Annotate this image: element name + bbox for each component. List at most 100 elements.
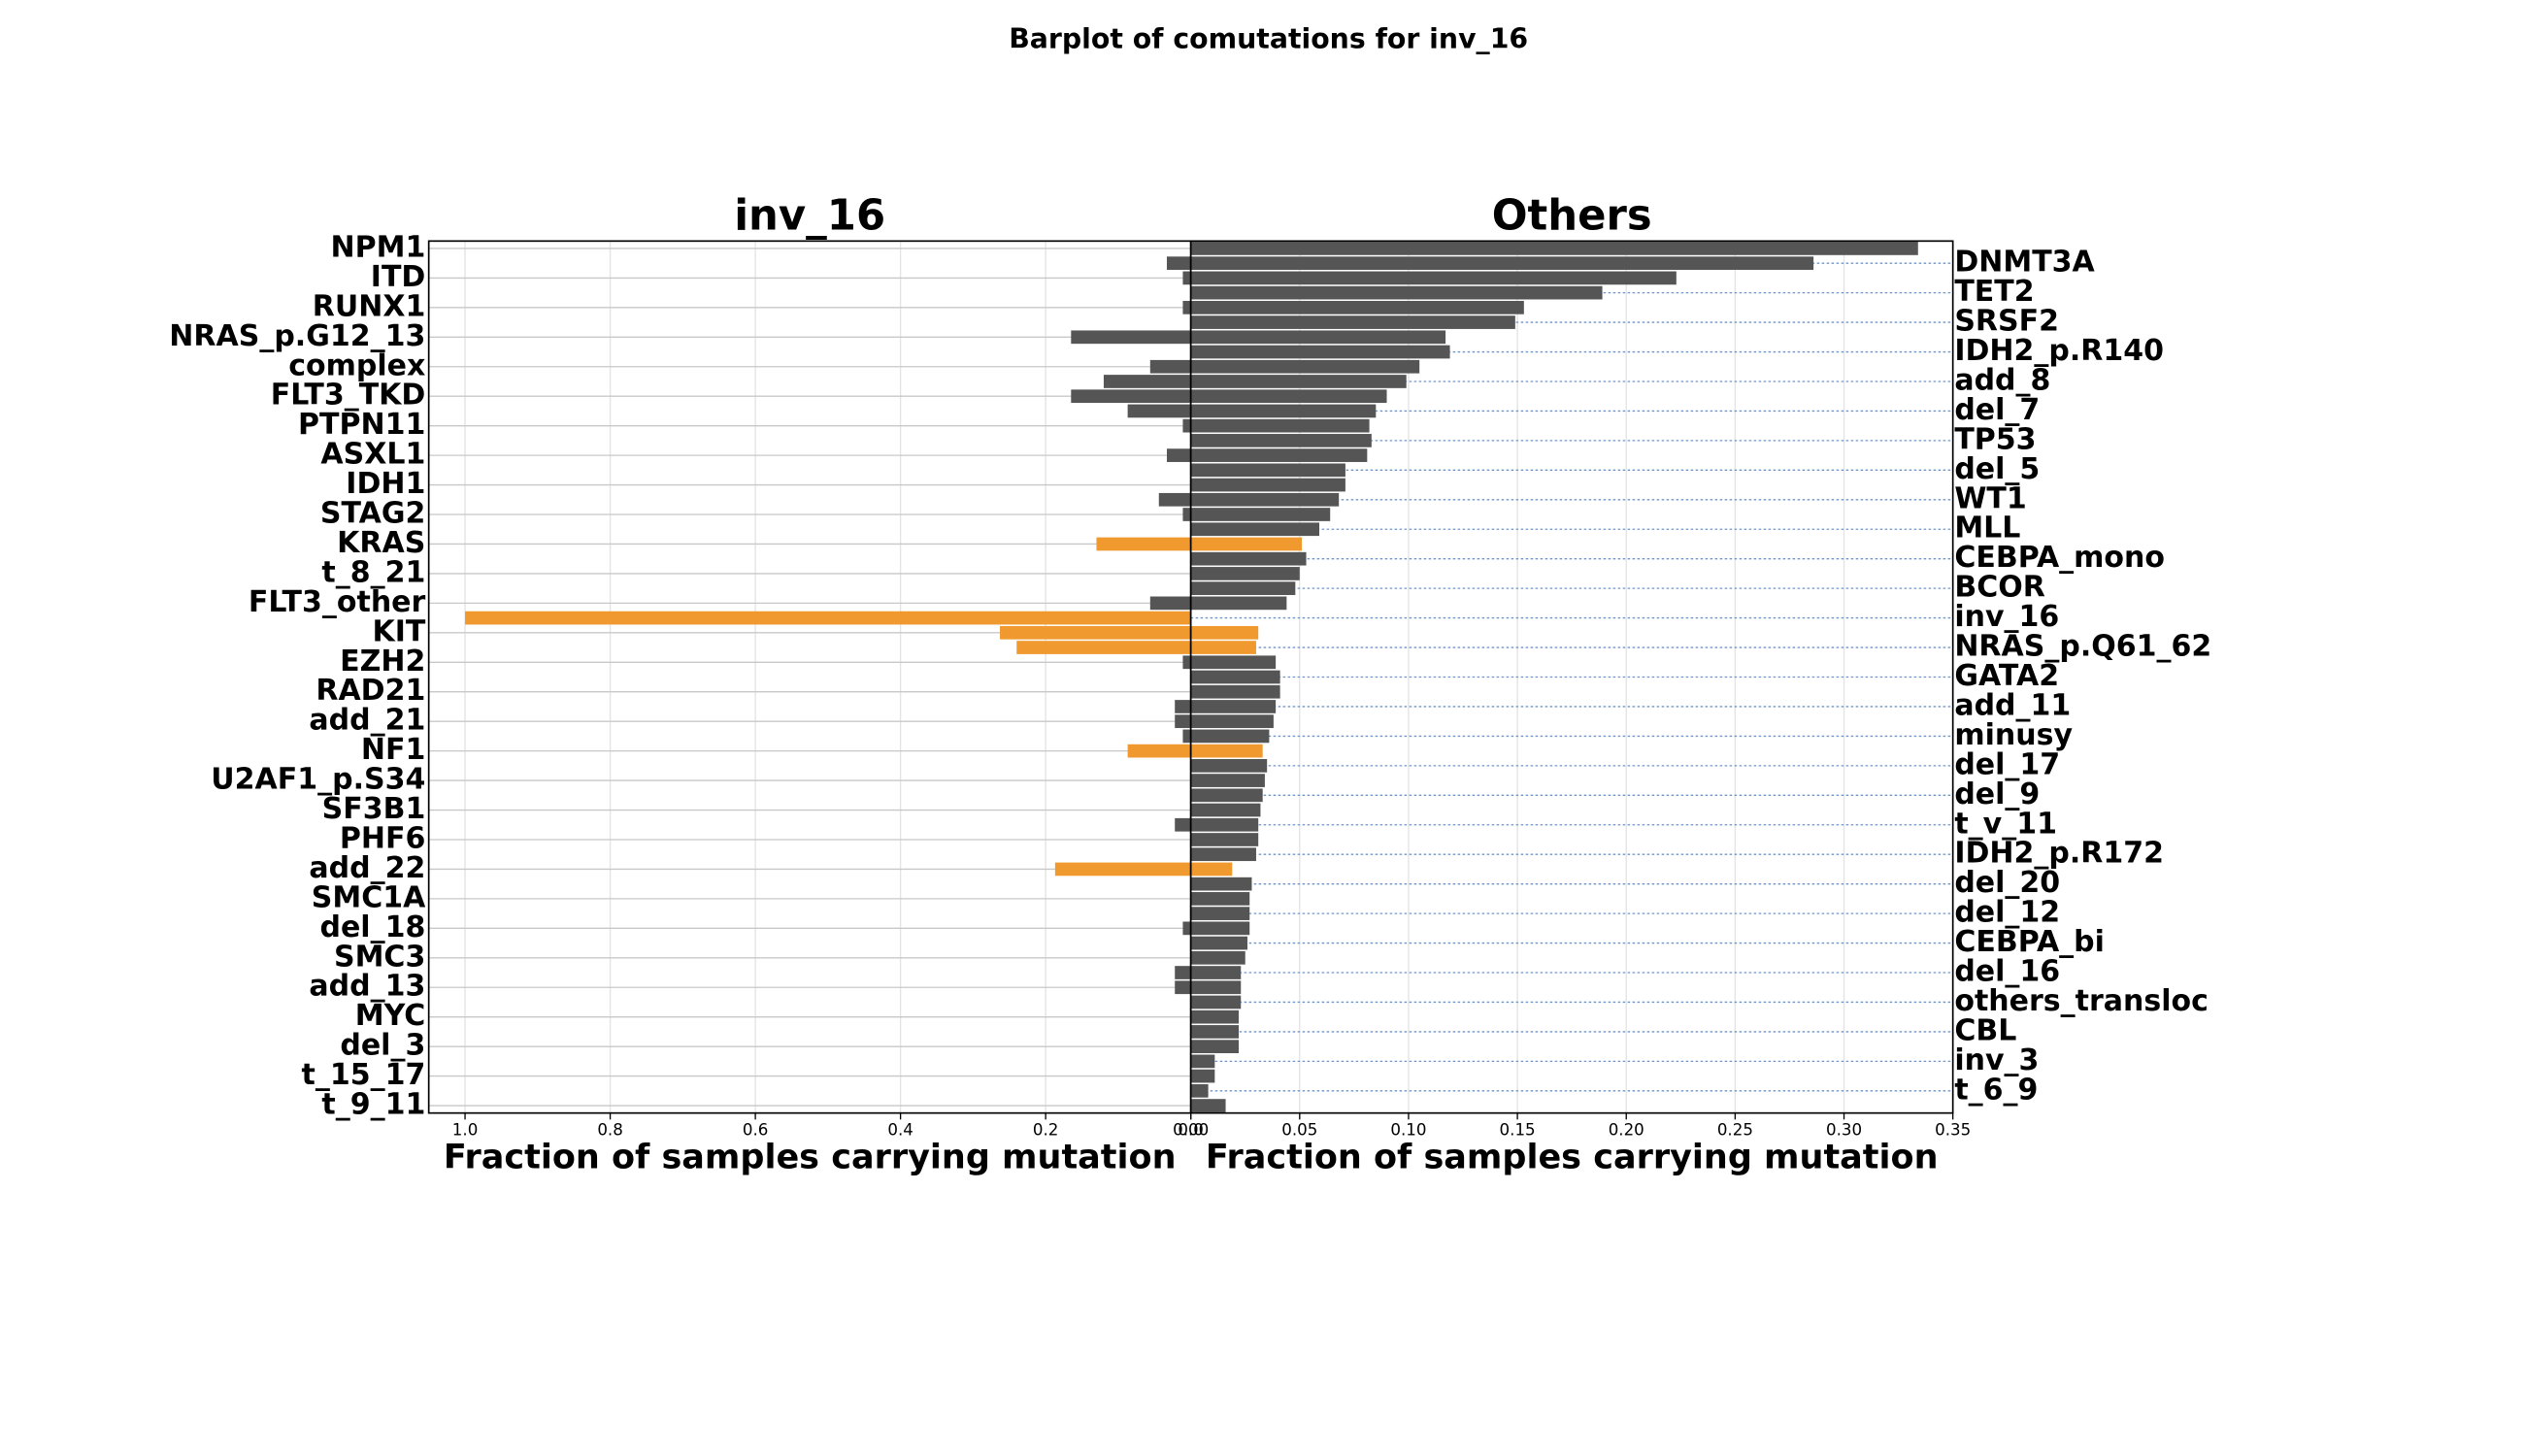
category-label: MYC bbox=[355, 999, 426, 1033]
category-label: add_22 bbox=[309, 851, 425, 885]
category-label: CBL bbox=[1954, 1013, 2016, 1047]
category-label: NRAS_p.G12_13 bbox=[169, 319, 425, 353]
category-label: del_20 bbox=[1954, 866, 2060, 900]
bar bbox=[1190, 995, 1242, 1009]
category-label: del_18 bbox=[319, 910, 425, 944]
bar bbox=[1190, 478, 1345, 492]
x-axis-label: Fraction of samples carrying mutation bbox=[1206, 1138, 1939, 1176]
category-label: GATA2 bbox=[1954, 659, 2059, 693]
bar bbox=[1190, 551, 1307, 566]
bar bbox=[1158, 492, 1191, 507]
bar bbox=[1190, 847, 1256, 862]
bar bbox=[1190, 256, 1814, 271]
bar bbox=[1190, 729, 1270, 744]
bar bbox=[1190, 300, 1524, 314]
bar bbox=[1182, 271, 1191, 285]
bar bbox=[1149, 359, 1191, 374]
x-axis-label: Fraction of samples carrying mutation bbox=[444, 1138, 1177, 1176]
bar bbox=[1182, 655, 1191, 670]
category-label: del_9 bbox=[1954, 778, 2040, 811]
axes-frame bbox=[1189, 240, 1954, 1114]
category-label: SRSF2 bbox=[1954, 305, 2059, 339]
category-label: NPM1 bbox=[331, 230, 426, 264]
category-label: TET2 bbox=[1954, 275, 2034, 309]
category-label: CEBPA_mono bbox=[1954, 541, 2165, 575]
bar bbox=[1016, 641, 1191, 654]
bar bbox=[1175, 700, 1191, 713]
category-label: SMC1A bbox=[312, 880, 426, 914]
category-label: del_12 bbox=[1954, 896, 2060, 930]
category-label: t_v_11 bbox=[1954, 807, 2057, 841]
bar bbox=[1190, 1054, 1215, 1069]
bar bbox=[1166, 256, 1191, 271]
category-label: CEBPA_bi bbox=[1954, 925, 2105, 959]
category-label: add_8 bbox=[1954, 363, 2050, 397]
category-label: NRAS_p.Q61_62 bbox=[1954, 630, 2211, 664]
category-label: IDH2_p.R172 bbox=[1954, 837, 2164, 871]
category-label: others_transloc bbox=[1954, 984, 2208, 1018]
bar bbox=[1190, 980, 1242, 995]
bar bbox=[1190, 862, 1233, 877]
bar bbox=[1190, 434, 1372, 447]
bar bbox=[1103, 375, 1191, 388]
bar bbox=[1175, 817, 1191, 832]
bar bbox=[1190, 271, 1677, 285]
category-label: del_7 bbox=[1954, 393, 2040, 427]
bar bbox=[1190, 315, 1515, 329]
x-tick-label: 0.30 bbox=[1826, 1121, 1862, 1140]
category-label: STAG2 bbox=[320, 497, 425, 531]
x-tick-label: 0.6 bbox=[743, 1121, 769, 1140]
category-label: complex bbox=[288, 348, 425, 382]
bar bbox=[1190, 1083, 1209, 1098]
bar bbox=[1071, 330, 1191, 345]
category-label: RAD21 bbox=[316, 674, 425, 708]
bar bbox=[1127, 744, 1191, 758]
chart-title: Barplot of comutations for inv_16 bbox=[1009, 23, 1528, 55]
x-tick-label: 0.0 bbox=[1178, 1121, 1204, 1140]
x-tick-label: 0.15 bbox=[1500, 1121, 1536, 1140]
category-label: t_15_17 bbox=[301, 1058, 425, 1092]
bar bbox=[1190, 936, 1247, 950]
bar bbox=[1190, 921, 1250, 936]
panel-title: Others bbox=[1492, 192, 1652, 241]
category-label: KIT bbox=[372, 614, 425, 648]
x-tick-label: 0.2 bbox=[1033, 1121, 1059, 1140]
bar bbox=[1190, 877, 1252, 891]
bar bbox=[1182, 300, 1191, 314]
bar bbox=[1190, 537, 1303, 551]
category-label: PTPN11 bbox=[298, 408, 425, 442]
bar bbox=[465, 611, 1191, 625]
x-tick-label: 0.10 bbox=[1390, 1121, 1426, 1140]
category-label: EZH2 bbox=[340, 645, 425, 678]
category-label: del_3 bbox=[340, 1029, 425, 1063]
bar bbox=[1190, 242, 1918, 255]
bar bbox=[1190, 817, 1259, 832]
bar bbox=[1190, 330, 1446, 345]
category-label: del_16 bbox=[1954, 955, 2060, 989]
bar bbox=[1190, 448, 1368, 462]
bar bbox=[1190, 581, 1296, 595]
x-tick-label: 0.05 bbox=[1281, 1121, 1317, 1140]
bar bbox=[1190, 285, 1603, 300]
category-label: inv_16 bbox=[1954, 600, 2059, 634]
bar bbox=[1071, 389, 1191, 404]
x-tick-label: 0.35 bbox=[1935, 1121, 1971, 1140]
x-tick-label: 0.8 bbox=[597, 1121, 622, 1140]
category-label: FLT3_TKD bbox=[271, 379, 426, 413]
bar bbox=[1190, 625, 1259, 640]
bar bbox=[1190, 1069, 1215, 1083]
bar bbox=[1166, 448, 1191, 462]
bar bbox=[1190, 492, 1340, 507]
category-label: PHF6 bbox=[340, 821, 425, 855]
bar bbox=[1190, 950, 1245, 965]
category-label: ASXL1 bbox=[320, 438, 425, 472]
bar bbox=[1096, 537, 1191, 551]
axes-frame bbox=[427, 240, 1192, 1114]
bar bbox=[1190, 596, 1287, 611]
bar bbox=[1190, 359, 1420, 374]
bar bbox=[1190, 788, 1263, 803]
category-label: t_8_21 bbox=[321, 555, 425, 589]
category-label: KRAS bbox=[337, 526, 425, 560]
panel-title: inv_16 bbox=[734, 192, 885, 241]
